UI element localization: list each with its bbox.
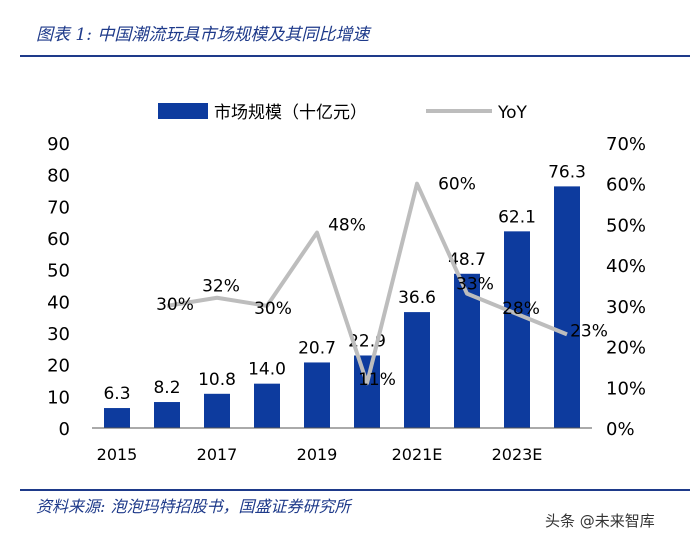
y-right-tick-label: 50% xyxy=(606,215,646,236)
bar-market-size xyxy=(204,393,230,428)
yoy-label: 33% xyxy=(456,275,494,295)
title-divider xyxy=(20,55,690,57)
bar-market-size xyxy=(354,355,380,428)
bar-value-label: 48.7 xyxy=(448,250,486,270)
chart-title: 图表 1: 中国潮流玩具市场规模及其同比增速 xyxy=(36,25,370,45)
bar-market-size xyxy=(254,383,280,428)
x-tick-label: 2015 xyxy=(97,445,138,464)
yoy-label: 32% xyxy=(202,277,240,297)
y-left-tick-label: 70 xyxy=(47,197,70,218)
x-tick-label: 2017 xyxy=(197,445,238,464)
yoy-label: 60% xyxy=(438,175,476,195)
watermark: 头条 @未来智库 xyxy=(545,512,655,530)
source-divider xyxy=(20,489,690,491)
bar-value-label: 62.1 xyxy=(498,207,536,227)
bar-market-size xyxy=(504,231,530,428)
y-right-tick-label: 0% xyxy=(606,419,635,440)
y-left-tick-label: 40 xyxy=(47,292,70,313)
bar-value-label: 76.3 xyxy=(548,162,586,182)
bar-value-label: 36.6 xyxy=(398,288,436,308)
y-left-tick-label: 20 xyxy=(47,356,70,377)
legend-swatch-bar xyxy=(158,103,208,119)
x-tick-label: 2023E xyxy=(492,445,543,464)
y-left-tick-label: 90 xyxy=(47,134,70,155)
yoy-label: 48% xyxy=(328,216,366,236)
bar-market-size xyxy=(404,312,430,428)
x-tick-label: 2021E xyxy=(392,445,443,464)
x-tick-label: 2019 xyxy=(297,445,338,464)
y-right-tick-label: 30% xyxy=(606,297,646,318)
yoy-label: 28% xyxy=(502,299,540,319)
bar-market-size xyxy=(104,408,130,428)
source-note: 资料来源: 泡泡玛特招股书，国盛证券研究所 xyxy=(36,497,351,516)
yoy-line xyxy=(166,181,568,386)
bar-market-size xyxy=(554,186,580,428)
y-right-tick-label: 40% xyxy=(606,256,646,277)
legend-label-line: YoY xyxy=(497,103,528,123)
bar-market-size xyxy=(304,362,330,428)
y-right-tick-label: 60% xyxy=(606,175,646,196)
y-left-tick-label: 10 xyxy=(47,387,70,408)
y-right-tick-label: 10% xyxy=(606,378,646,399)
bar-market-size xyxy=(454,273,480,428)
bar-value-label: 10.8 xyxy=(198,370,236,390)
y-left-tick-label: 60 xyxy=(47,229,70,250)
bar-value-label: 6.3 xyxy=(103,384,130,404)
combo-chart: 0 10 20 30 40 50 60 70 80 90 0% 10% 20% 30% 40% 50% 60% 7… xyxy=(47,103,646,464)
y-right-tick-label: 70% xyxy=(606,134,646,155)
yoy-label: 30% xyxy=(156,295,194,315)
y-left-tick-label: 30 xyxy=(47,324,70,345)
y-left-tick-label: 0 xyxy=(59,419,70,440)
bar-value-label: 20.7 xyxy=(298,338,336,358)
legend-label-bar: 市场规模（十亿元） xyxy=(214,103,367,123)
yoy-label: 23% xyxy=(570,321,608,341)
y-left-tick-label: 50 xyxy=(47,261,70,282)
bar-market-size xyxy=(154,402,180,428)
bar-value-label: 14.0 xyxy=(248,360,286,380)
y-right-tick-label: 20% xyxy=(606,338,646,359)
bar-value-label: 8.2 xyxy=(153,378,180,398)
y-left-tick-label: 80 xyxy=(47,166,70,187)
yoy-label: 11% xyxy=(358,370,396,390)
yoy-label: 30% xyxy=(254,299,292,319)
